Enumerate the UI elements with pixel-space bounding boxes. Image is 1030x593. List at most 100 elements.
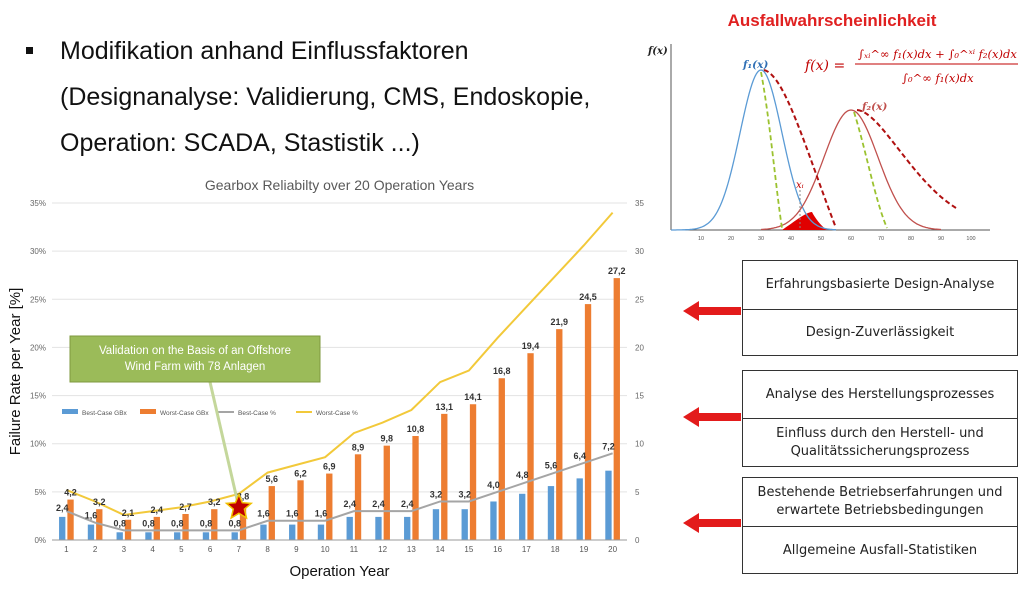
x-tick-label: 2 [93,545,98,554]
x-tick-label: 1 [64,545,69,554]
bar-best-case [174,532,181,540]
dist-x-ticks: 10 20 30 40 50 60 70 80 90 100 [698,236,976,242]
dist-x-tick: 60 [848,236,854,242]
bar-worst-case [326,473,333,540]
bar-best-case [547,486,555,540]
box-manufacturing-row-2: Einfluss durch den Herstell- und Qualitä… [743,418,1017,467]
y-tick-label-right: 30 [635,247,644,256]
y-tick-label-right: 5 [635,488,640,497]
data-label-best: 0,8 [228,518,241,528]
y-tick-label-left: 20% [30,343,46,352]
data-label-best: 6,4 [573,451,586,461]
data-label-best: 2,4 [401,499,414,509]
bar-best-case [317,524,325,540]
data-label-worst: 3,2 [208,497,221,507]
data-label-worst: 5,6 [266,474,279,484]
data-label-worst: 10,8 [407,424,425,434]
bar-best-case [576,478,583,540]
data-label-worst: 9,8 [381,434,394,444]
bar-best-case [605,470,612,540]
dist-xi-label: xᵢ [796,180,804,191]
bar-worst-case [441,413,448,540]
reliability-chart: Gearbox Reliabilty over 20 Operation Yea… [7,177,644,580]
box-manufacturing-row-1: Analyse des Herstellungsprozesses [765,386,995,402]
dist-f1-worst-curve [763,69,837,229]
data-label-worst: 8,9 [352,442,365,452]
bar-best-case [461,509,468,540]
data-label-worst: 24,5 [579,292,597,302]
failure-probability-diagram: Ausfallwahrscheinlichkeit f(x) = ∫ₓᵢ^∞ f… [647,11,1018,242]
bar-worst-case [412,436,419,540]
legend-label: Worst-Case % [316,410,358,417]
line-best-case-percent [66,452,613,532]
bullet-line-3: Operation: SCADA, Stastistik ...) [60,129,420,157]
data-label-worst: 14,1 [464,392,482,402]
data-label-best: 2,4 [372,499,385,509]
dist-x-tick: 90 [938,236,944,242]
data-label-worst: 3,8 [237,491,250,501]
x-tick-label: 6 [208,545,213,554]
dist-overlap-area [782,212,827,230]
y-tick-label-right: 15 [635,392,644,401]
dist-f1-label: f₁(x) [742,59,768,71]
bar-worst-case [527,353,534,540]
data-label-worst: 21,9 [551,317,569,327]
data-label-worst: 13,1 [436,402,454,412]
x-tick-label: 13 [407,545,416,554]
y-tick-label-right: 25 [635,295,644,304]
legend-swatch [140,409,156,414]
data-label-best: 1,6 [315,509,328,519]
x-tick-label: 18 [551,545,560,554]
bar-best-case [145,532,152,540]
x-tick-label: 16 [493,545,502,554]
bar-best-case [202,532,210,540]
data-label-best: 0,8 [200,518,213,528]
red-arrow-icon-manufacturing [683,407,741,427]
box-manufacturing: Analyse des Herstellungsprozesses Einflu… [742,370,1018,467]
data-label-best: 0,8 [113,518,126,528]
x-tick-label: 3 [122,545,127,554]
dist-x-tick: 30 [758,236,764,242]
dist-formula-numerator: ∫ₓᵢ^∞ f₁(x)dx + ∫₀^ˣⁱ f₂(x)dx [858,47,1017,61]
data-label-best: 4,0 [487,480,500,490]
chart-title: Gearbox Reliabilty over 20 Operation Yea… [205,177,474,193]
box-operation-row-2: Allgemeine Ausfall-Statistiken [743,526,1017,574]
bar-best-case [87,524,95,540]
x-tick-label: 17 [522,545,531,554]
x-tick-label: 5 [179,545,184,554]
bar-best-case [346,516,353,540]
y-tick-label-right: 0 [635,536,640,545]
dist-title: Ausfallwahrscheinlichkeit [728,11,937,30]
legend-label: Best-Case GBx [82,410,128,417]
annotation-text: Wind Farm with 78 Anlagen [125,361,266,373]
red-arrow-icon-operation [683,513,741,533]
bar-best-case [116,532,123,540]
y-tick-label-right: 35 [635,199,644,208]
annotation-text: Validation on the Basis of an Offshore [99,345,291,357]
bar-worst-case [354,454,362,540]
data-label-best: 0,8 [171,518,184,528]
data-label-best: 1,6 [85,511,98,521]
bar-best-case [231,532,238,540]
data-label-worst: 27,2 [608,266,626,276]
bar-worst-case [556,329,563,540]
dist-x-tick: 80 [908,236,914,242]
box-operation-row-1: Bestehende Betriebserfahrungen und erwar… [757,485,1003,518]
x-tick-label: 7 [237,545,242,554]
bar-best-case [59,516,66,540]
dist-x-tick: 10 [698,236,704,242]
bar-worst-case [584,304,592,540]
x-tick-label: 4 [150,545,155,554]
dist-formula-denominator: ∫₀^∞ f₁(x)dx [902,71,974,85]
legend-swatch [62,409,78,414]
bullet-line-1: Modifikation anhand Einflussfaktoren [60,37,469,65]
data-label-best: 2,4 [56,503,69,513]
dist-x-tick: 40 [788,236,794,242]
legend: Best-Case GBx Worst-Case GBx Best-Case % Wo… [62,409,358,417]
dist-x-tick: 50 [818,236,824,242]
bar-best-case [519,493,526,540]
box-operation: Bestehende Betriebserfahrungen und erwar… [742,477,1018,574]
annotation-box [69,335,321,383]
bar-best-case [404,516,411,540]
y-tick-label-right: 20 [635,343,644,352]
